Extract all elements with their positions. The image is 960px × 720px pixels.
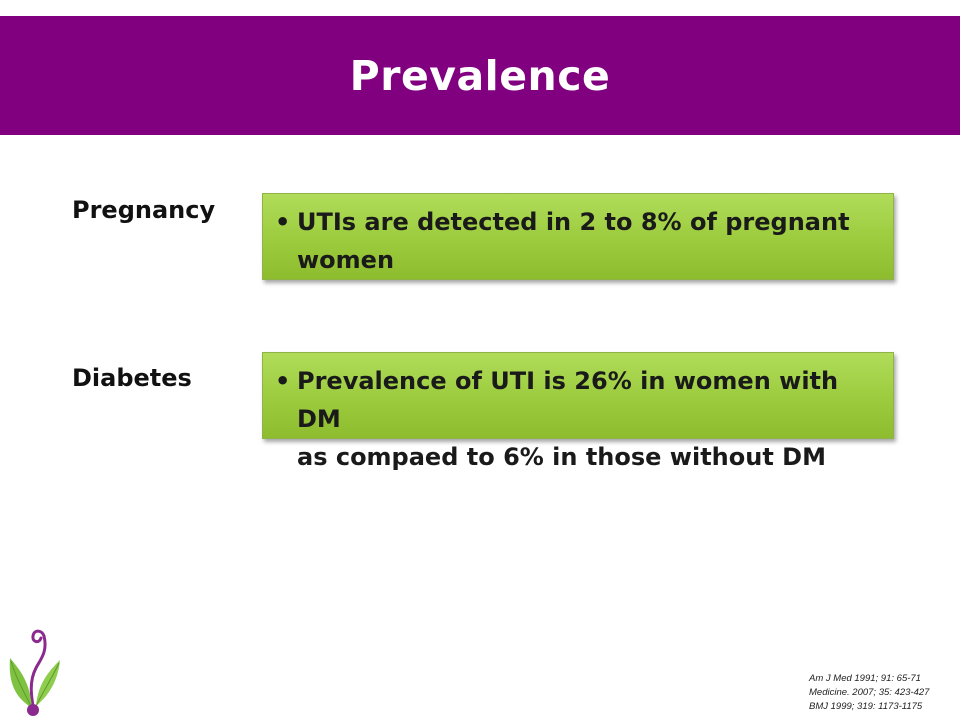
pregnancy-text-line2: women [297, 246, 395, 274]
leaf-swirl-logo-icon [9, 629, 60, 716]
reference-2: Medicine. 2007; 35: 423-427 [809, 687, 930, 698]
diabetes-box: • Prevalence of UTI is 26% in women with… [262, 352, 894, 471]
slide-title: Prevalence [349, 51, 611, 100]
bullet: • [275, 367, 291, 395]
row-label-pregnancy: Pregnancy [72, 196, 216, 224]
pregnancy-text-line1: UTIs are detected in 2 to 8% of pregnant [297, 208, 850, 236]
references: Am J Med 1991; 91: 65-71 Medicine. 2007;… [809, 672, 929, 714]
reference-3: BMJ 1999; 319: 1173-1175 [809, 701, 923, 712]
diabetes-text-line1: Prevalence of UTI is 26% in women with D… [297, 367, 839, 433]
row-label-diabetes: Diabetes [72, 364, 192, 392]
reference-1: Am J Med 1991; 91: 65-71 [809, 673, 921, 684]
pregnancy-box: • UTIs are detected in 2 to 8% of pregna… [262, 193, 894, 280]
title-bar: Prevalence [0, 16, 960, 135]
bullet: • [275, 208, 291, 236]
diabetes-text-line2: as compaed to 6% in those without DM [297, 443, 826, 471]
